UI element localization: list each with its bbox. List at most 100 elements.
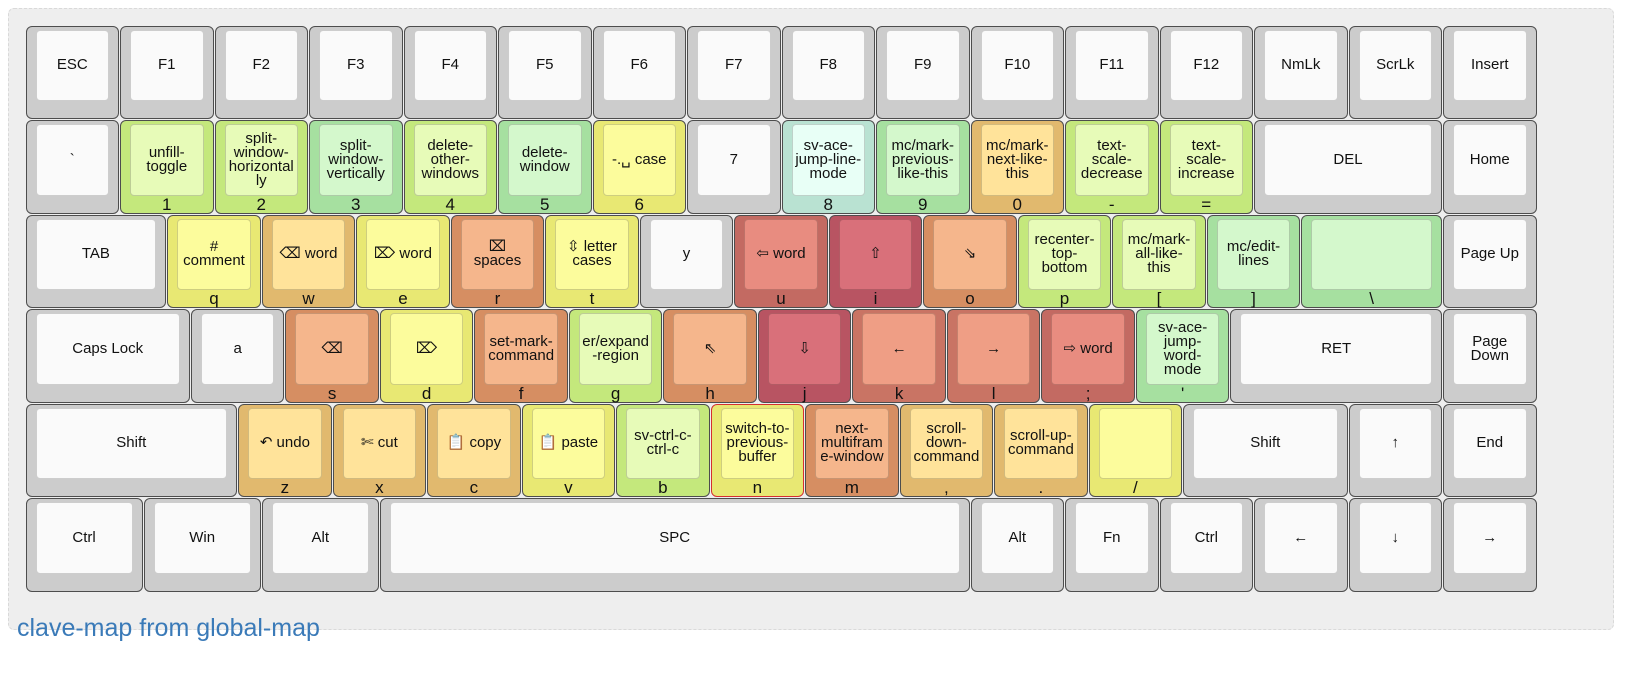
key-x[interactable]: ✄ cut x	[332, 403, 427, 497]
key-legend: m	[844, 478, 859, 497]
key-g[interactable]: er/expand-region g	[568, 309, 663, 403]
key-r5c7[interactable]: ←	[1254, 498, 1348, 592]
key-end[interactable]: End	[1443, 403, 1537, 497]
key-label: Fn	[1075, 502, 1149, 574]
key-r1c11[interactable]: text-scale-decrease -	[1065, 120, 1159, 214]
key-legend: e	[398, 289, 408, 308]
key-f[interactable]: set-mark-command f	[474, 309, 568, 403]
key-legend: /	[1133, 478, 1138, 497]
key-r5c8[interactable]: ↓	[1348, 498, 1442, 592]
key-o[interactable]: ⇘ o	[923, 214, 1017, 308]
key-t[interactable]: ⇳ letter cases t	[545, 214, 639, 308]
key-label: Ctrl	[35, 502, 133, 574]
key-f10[interactable]: F10	[970, 25, 1064, 119]
key-5[interactable]: delete-window 5	[498, 120, 592, 214]
key-i[interactable]: ⇧ i	[828, 214, 923, 308]
key-f8[interactable]: F8	[781, 25, 875, 119]
key-del[interactable]: DEL	[1254, 120, 1442, 214]
key-r4c9[interactable]: scroll-up-command.	[994, 403, 1088, 497]
key-4[interactable]: delete-other-windows 4	[403, 120, 497, 214]
key-a[interactable]: a	[190, 309, 285, 403]
key-legend: z	[280, 478, 290, 497]
key-c[interactable]: 📋 copy c	[427, 403, 521, 497]
key-label: mc/mark-previous-like-this	[886, 124, 960, 196]
key-legend: w	[302, 289, 315, 308]
key-label: →	[956, 313, 1031, 385]
key-n[interactable]: switch-to-previous-buffer n	[710, 403, 805, 497]
key-f3[interactable]: F3	[309, 25, 403, 119]
key-label: ⌦ word	[366, 218, 440, 290]
key-b[interactable]: sv-ctrl-c-ctrl-c b	[616, 403, 710, 497]
key-win[interactable]: Win	[143, 498, 261, 592]
key-3[interactable]: split-window-vertically 3	[309, 120, 403, 214]
key-1[interactable]: unfill-toggle 1	[120, 120, 214, 214]
key-label: F8	[791, 29, 865, 101]
key-2[interactable]: split-window-horizontally 2	[214, 120, 308, 214]
key-r5c9[interactable]: →	[1443, 498, 1537, 592]
key-ctrl[interactable]: Ctrl	[25, 498, 143, 592]
key-f7[interactable]: F7	[687, 25, 781, 119]
key-m[interactable]: next-multiframe-window m	[805, 403, 899, 497]
key-8[interactable]: sv-ace-jump-line-mode 8	[781, 120, 875, 214]
key-page-up[interactable]: Page Up	[1443, 214, 1537, 308]
key-z[interactable]: ↶ undo z	[238, 403, 332, 497]
key-spc[interactable]: SPC	[379, 498, 970, 592]
key-r4c8[interactable]: scroll-down-command,	[899, 403, 994, 497]
key-fn[interactable]: Fn	[1065, 498, 1159, 592]
key-h[interactable]: ⇖ h	[663, 309, 757, 403]
key-shift[interactable]: Shift	[25, 403, 238, 497]
key-7[interactable]: 7	[687, 120, 781, 214]
key-r4c10[interactable]: /	[1088, 403, 1183, 497]
key-shift[interactable]: Shift	[1183, 403, 1348, 497]
key-f1[interactable]: F1	[120, 25, 214, 119]
key-ctrl[interactable]: Ctrl	[1159, 498, 1253, 592]
keymap-caption[interactable]: clave-map from global-map	[17, 614, 320, 642]
key-insert[interactable]: Insert	[1443, 25, 1537, 119]
key-l[interactable]: → l	[946, 309, 1041, 403]
key-r1c0[interactable]: `	[25, 120, 119, 214]
key-e[interactable]: ⌦ word e	[356, 214, 450, 308]
key-s[interactable]: ⌫ s	[285, 309, 379, 403]
key-f12[interactable]: F12	[1159, 25, 1253, 119]
key-r4c12[interactable]: ↑	[1348, 403, 1442, 497]
key-r1c12[interactable]: text-scale-increase =	[1159, 120, 1253, 214]
key-r2c12[interactable]: mc/edit-lines]	[1206, 214, 1301, 308]
key-p[interactable]: recenter-top-bottom p	[1017, 214, 1112, 308]
key-r[interactable]: ⌧ spaces r	[450, 214, 545, 308]
key-page-down[interactable]: Page Down	[1443, 309, 1537, 403]
key-6[interactable]: -.␣ case 6	[592, 120, 686, 214]
key-v[interactable]: 📋 paste v	[521, 403, 616, 497]
key-u[interactable]: ⇦ word u	[734, 214, 828, 308]
key-f6[interactable]: F6	[592, 25, 686, 119]
key-ret[interactable]: RET	[1230, 309, 1442, 403]
key-nmlk[interactable]: NmLk	[1254, 25, 1348, 119]
key-f5[interactable]: F5	[498, 25, 592, 119]
key-label: →	[1453, 502, 1527, 574]
key-alt[interactable]: Alt	[261, 498, 379, 592]
key-f9[interactable]: F9	[876, 25, 970, 119]
key-d[interactable]: ⌦ d	[379, 309, 474, 403]
key-esc[interactable]: ESC	[25, 25, 119, 119]
key-alt[interactable]: Alt	[970, 498, 1064, 592]
key-y[interactable]: y	[639, 214, 734, 308]
key-f2[interactable]: F2	[214, 25, 308, 119]
key-label: Insert	[1453, 29, 1527, 101]
key-w[interactable]: ⌫ word w	[261, 214, 356, 308]
key-j[interactable]: ⇩ j	[757, 309, 852, 403]
key-f4[interactable]: F4	[403, 25, 497, 119]
key-label: End	[1453, 407, 1527, 479]
key-r2c13[interactable]: \	[1301, 214, 1442, 308]
key-9[interactable]: mc/mark-previous-like-this 9	[876, 120, 970, 214]
key-f11[interactable]: F11	[1065, 25, 1159, 119]
key-q[interactable]: # comment q	[167, 214, 261, 308]
key-r2c11[interactable]: mc/mark-all-like-this[	[1112, 214, 1206, 308]
key-0[interactable]: mc/mark-next-like-this 0	[970, 120, 1064, 214]
key-scrlk[interactable]: ScrLk	[1348, 25, 1442, 119]
key-tab[interactable]: TAB	[25, 214, 167, 308]
key-r3c10[interactable]: ⇨ word;	[1041, 309, 1135, 403]
key-k[interactable]: ← k	[852, 309, 946, 403]
key-caps-lock[interactable]: Caps Lock	[25, 309, 190, 403]
key-label: ⌧ spaces	[460, 218, 535, 290]
key-r3c11[interactable]: sv-ace-jump-word-mode '	[1135, 309, 1230, 403]
key-home[interactable]: Home	[1443, 120, 1537, 214]
